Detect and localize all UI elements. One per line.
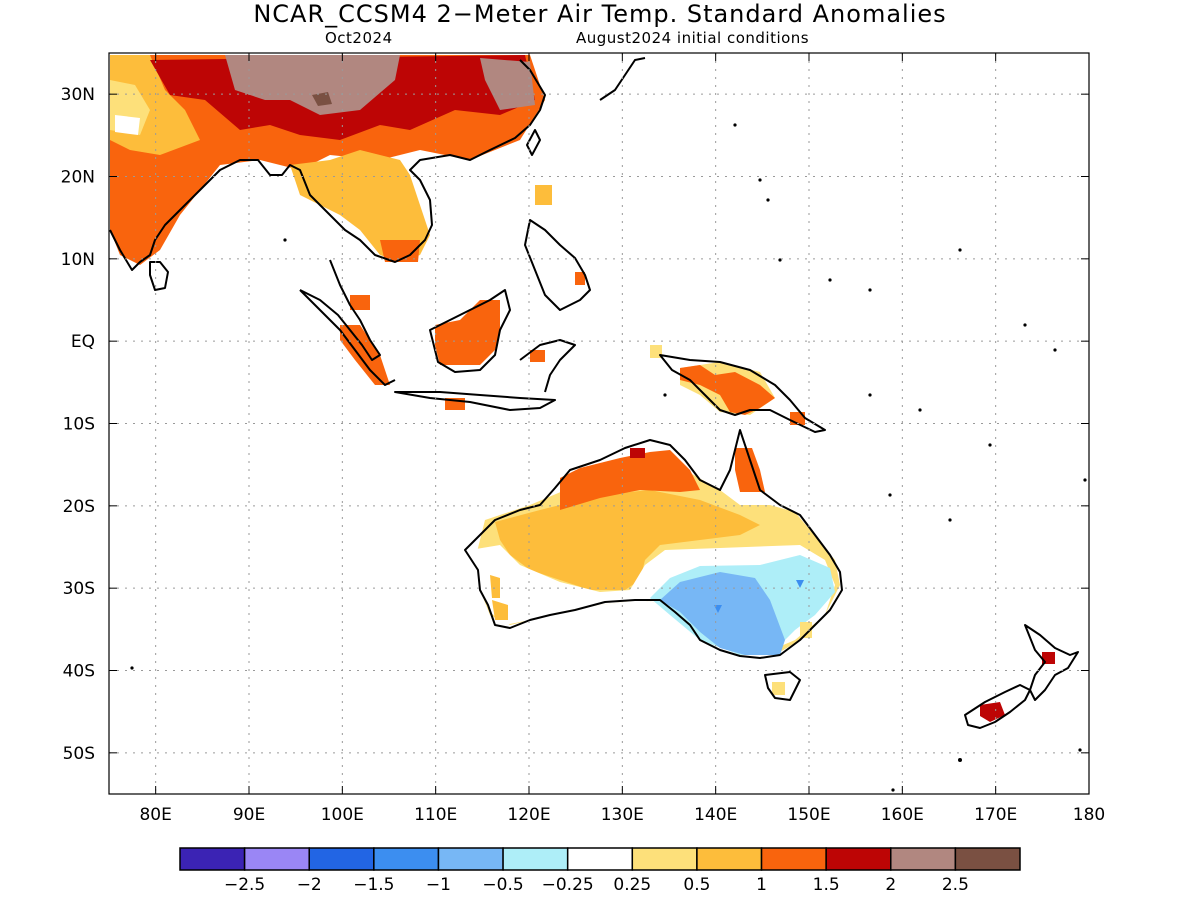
legend-swatch xyxy=(890,847,957,871)
lat-tick-label: 30N xyxy=(61,85,95,105)
coastline-sumatra xyxy=(299,289,396,386)
longitude-labels: 80E 90E 100E 110E 120E 130E 140E 150E 160E 170E 18… xyxy=(139,805,1105,825)
anomaly-region xyxy=(495,490,760,590)
legend-swatch xyxy=(566,847,634,871)
legend-swatch xyxy=(696,847,763,871)
anomaly-region xyxy=(340,325,390,385)
anomaly-region xyxy=(660,572,785,655)
coastline-sulawesi xyxy=(519,339,576,393)
coastline-new-guinea xyxy=(659,354,826,433)
anomaly-region xyxy=(492,600,508,620)
lon-tick-label: 80E xyxy=(139,805,171,825)
lat-tick-label: 10N xyxy=(61,250,95,270)
coastline-taiwan xyxy=(526,129,541,156)
legend-swatch xyxy=(954,847,1021,871)
lon-tick-label: 110E xyxy=(414,805,457,825)
anomaly-region xyxy=(225,55,400,115)
anomaly-region xyxy=(380,240,420,262)
legend-label: 2 xyxy=(885,875,896,895)
negative-markers xyxy=(714,580,804,613)
anomaly-region xyxy=(530,350,545,362)
lat-tick-label: 30S xyxy=(63,579,95,599)
legend-swatch xyxy=(308,847,375,871)
coastline-java xyxy=(394,391,556,411)
coastlines xyxy=(109,57,1079,729)
anomaly-region xyxy=(575,272,585,285)
anomaly-region xyxy=(290,150,430,262)
legend-label: 2.5 xyxy=(942,875,969,895)
chart-title: NCAR_CCSM4 2−Meter Air Temp. Standard An… xyxy=(253,0,947,28)
graticule xyxy=(109,53,1089,794)
lon-tick-label: 90E xyxy=(233,805,265,825)
coastline-sri-lanka xyxy=(149,261,169,291)
lon-tick-label: 160E xyxy=(881,805,924,825)
coastline-malay xyxy=(299,259,381,361)
anomaly-region xyxy=(480,58,535,110)
axis-ticks xyxy=(109,53,1090,794)
legend-label: −0.5 xyxy=(482,875,523,895)
anomaly-region xyxy=(630,448,645,458)
legend-swatch xyxy=(243,847,310,871)
lat-tick-label: 20S xyxy=(63,497,95,517)
legend-swatch xyxy=(179,847,246,871)
legend-swatch xyxy=(437,847,504,871)
anomaly-region xyxy=(980,702,1005,722)
legend-swatch xyxy=(373,847,440,871)
initial-conditions: August2024 initial conditions xyxy=(576,29,810,47)
legend-label: −1.5 xyxy=(353,875,394,895)
lat-tick-label: 50S xyxy=(63,744,95,764)
lon-tick-label: 140E xyxy=(694,805,737,825)
lat-tick-label: EQ xyxy=(71,332,95,352)
coastline-tasmania xyxy=(764,671,801,701)
legend-label: 1.5 xyxy=(813,875,840,895)
lon-tick-label: 120E xyxy=(507,805,550,825)
legend-label: 0.5 xyxy=(683,875,710,895)
small-islands xyxy=(130,123,1087,792)
legend-label: −0.25 xyxy=(542,875,594,895)
legend-swatch xyxy=(502,847,569,871)
legend-swatch xyxy=(760,847,827,871)
anomaly-region xyxy=(490,575,500,598)
coastline-australia xyxy=(464,429,843,659)
legend-label: 0.25 xyxy=(613,875,651,895)
legend-label: 1 xyxy=(756,875,767,895)
legend-swatch xyxy=(825,847,892,871)
anomaly-region xyxy=(772,682,785,695)
anomaly-region xyxy=(680,365,775,415)
anomaly-region xyxy=(535,185,552,205)
anomaly-region xyxy=(650,345,662,358)
latitude-labels: 30N 20N 10N EQ 10S 20S 30S 40S 50S xyxy=(61,85,95,764)
coastline-asia xyxy=(109,59,546,271)
coastline-borneo xyxy=(429,289,511,373)
lon-tick-label: 150E xyxy=(787,805,830,825)
anomaly-region xyxy=(560,450,700,510)
anomaly-region xyxy=(350,295,370,310)
lon-tick-label: 180 xyxy=(1073,805,1105,825)
anomaly-region xyxy=(435,300,500,365)
coastline-philippines xyxy=(524,219,591,311)
coastline-nz-north xyxy=(1024,624,1079,701)
anomaly-region xyxy=(115,115,140,135)
legend-label: −2 xyxy=(297,875,322,895)
legend-label: −1 xyxy=(426,875,451,895)
legend-label: −2.5 xyxy=(224,875,265,895)
anomaly-region xyxy=(800,622,812,638)
coastline-nz-south xyxy=(964,684,1031,729)
forecast-month: Oct2024 xyxy=(325,29,393,47)
anomaly-shading xyxy=(110,55,1055,722)
legend-swatch xyxy=(631,847,698,871)
anomaly-region xyxy=(312,92,332,106)
lat-tick-label: 20N xyxy=(61,168,95,188)
lat-tick-label: 10S xyxy=(63,415,95,435)
coastline-japan-isl xyxy=(599,57,646,101)
lat-tick-label: 40S xyxy=(63,662,95,682)
lon-tick-label: 100E xyxy=(321,805,364,825)
lon-tick-label: 170E xyxy=(974,805,1017,825)
lon-tick-label: 130E xyxy=(601,805,644,825)
